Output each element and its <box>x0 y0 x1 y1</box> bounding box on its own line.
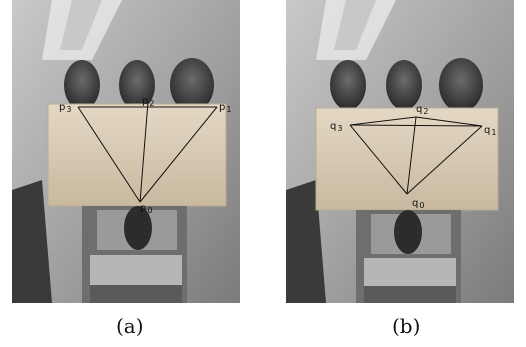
point-label-p2: p2 <box>142 96 154 108</box>
photo-panel-b: q3 q2 q1 q0 <box>286 0 514 303</box>
point-label-p1: p1 <box>219 102 231 114</box>
robot-hand-photo-b: q3 q2 q1 q0 <box>286 0 514 303</box>
triangle-overlay-b <box>349 116 483 195</box>
robot-hand-photo-a: p3 p2 p1 p0 <box>12 0 240 303</box>
photo-panel-a: p3 p2 p1 p0 <box>12 0 240 303</box>
point-label-q0: q0 <box>412 198 424 210</box>
point-label-q1: q1 <box>484 125 496 137</box>
triangle-overlay-a <box>77 101 218 203</box>
point-label-q3: q3 <box>330 121 342 133</box>
caption-a: (a) <box>116 314 144 338</box>
point-label-p0: p0 <box>140 203 152 215</box>
point-label-p3: p3 <box>59 102 71 114</box>
caption-b: (b) <box>392 314 421 338</box>
point-label-q2: q2 <box>416 104 428 116</box>
